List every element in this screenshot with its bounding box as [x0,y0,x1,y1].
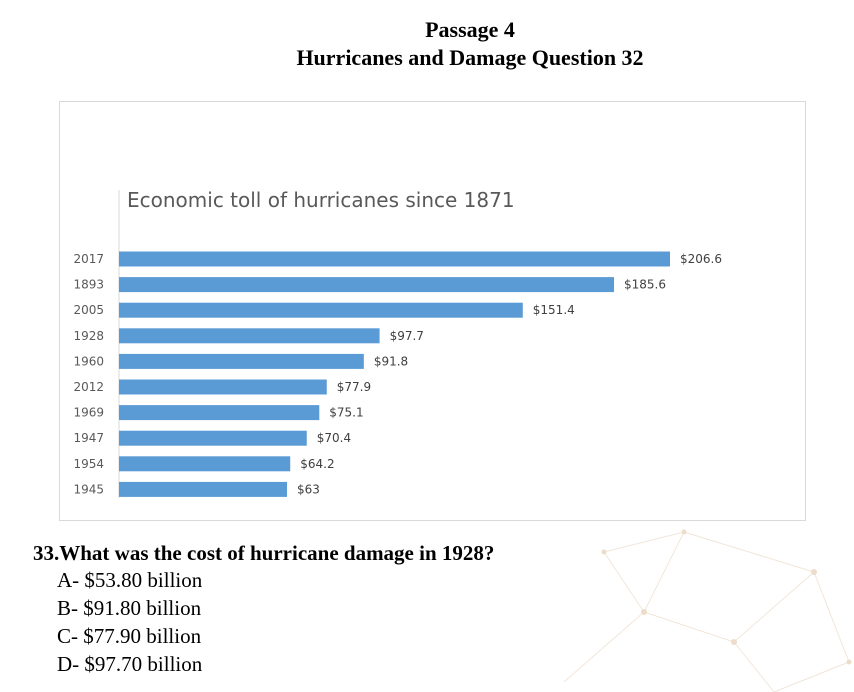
question-heading: Hurricanes and Damage Question 32 [296,45,644,70]
tick-label: 2017 [73,252,104,266]
tick-label: 1928 [73,329,104,343]
tick-label: 1960 [73,354,104,368]
option-d[interactable]: D- $97.70 billion [57,652,203,676]
bar [119,277,614,293]
question-text: 33.What was the cost of hurricane damage… [33,541,495,565]
tick-label: 2012 [73,380,104,394]
tick-label: 1893 [73,278,104,292]
network-watermark [563,529,852,692]
page-header: Passage 4 Hurricanes and Damage Question… [0,16,854,72]
bar [119,302,523,318]
data-label: $63 [297,482,320,496]
bar [119,251,670,267]
tick-label: 1954 [73,457,104,471]
bar [119,328,380,344]
tick-label: 1947 [73,431,104,445]
data-label: $77.9 [337,380,371,394]
data-label: $75.1 [329,406,363,420]
data-label: $70.4 [317,431,351,445]
answer-options: A- $53.80 billion B- $91.80 billion C- $… [57,566,494,678]
data-label: $91.8 [374,354,408,368]
data-label: $151.4 [533,303,575,317]
bar [119,353,364,369]
option-c[interactable]: C- $77.90 billion [57,624,202,648]
data-label: $97.7 [390,329,424,343]
option-a[interactable]: A- $53.80 billion [57,568,203,592]
tick-label: 1969 [73,406,104,420]
bar [119,456,291,472]
data-label: $64.2 [300,457,334,471]
bar-chart: 2017 $206.6 1893 $185.6 2005 $151.4 1928 $97.7 1… [73,190,722,498]
bar [119,379,327,395]
passage-title: Passage 4 [425,17,515,42]
bar [119,481,288,497]
chart-title: Economic toll of hurricanes since 1871 [127,188,515,212]
tick-label: 2005 [73,303,104,317]
option-b[interactable]: B- $91.80 billion [57,596,202,620]
bar [119,430,307,446]
bar [119,405,320,421]
chart-container: Economic toll of hurricanes since 1871 2… [59,101,806,521]
question-block: 33.What was the cost of hurricane damage… [33,540,494,678]
tick-label: 1945 [73,482,104,496]
data-label: $206.6 [680,252,722,266]
data-label: $185.6 [624,278,666,292]
